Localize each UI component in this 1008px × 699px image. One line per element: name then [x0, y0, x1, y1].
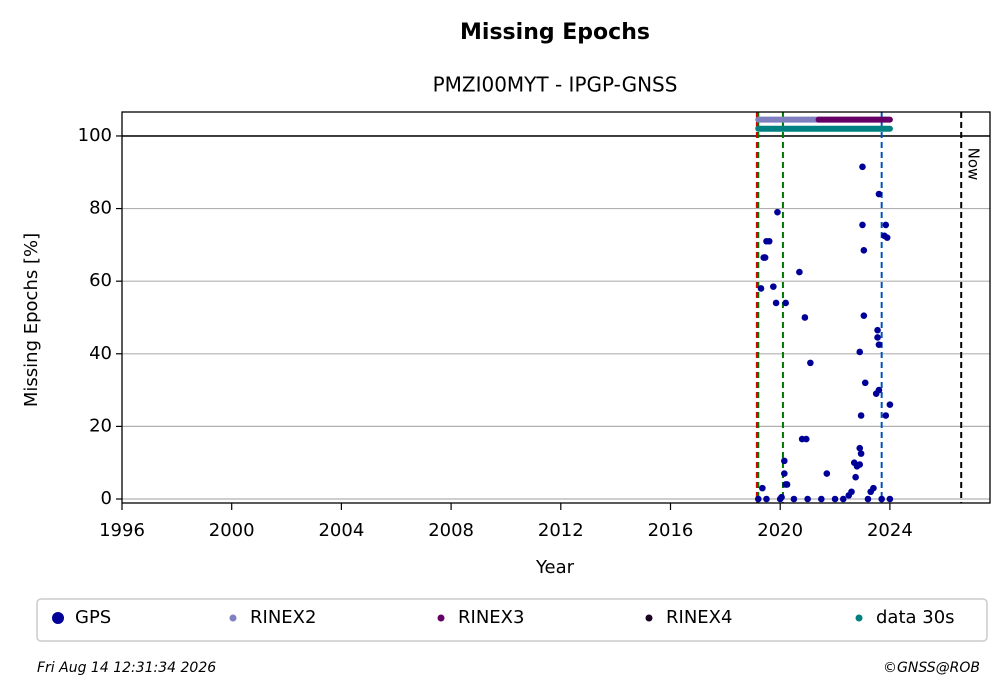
data-point [831, 495, 839, 503]
footer-copyright: ©GNSS@ROB [883, 660, 980, 676]
data-point [859, 163, 866, 171]
data-point [774, 208, 781, 216]
data-point [845, 492, 853, 499]
data-point [886, 495, 894, 503]
legend-marker [52, 612, 64, 624]
data-point [883, 234, 891, 241]
x-tick-label: 2008 [428, 520, 474, 541]
data-point [776, 495, 784, 503]
data-point [783, 481, 791, 488]
y-tick-label: 100 [78, 125, 112, 146]
data-point [807, 359, 814, 367]
data-point [801, 314, 809, 321]
data-point [867, 488, 875, 496]
x-tick-label: 2004 [318, 520, 364, 541]
data-point [802, 435, 810, 443]
data-point [860, 247, 868, 254]
y-axis-label: Missing Epochs [%] [21, 233, 42, 407]
x-tick-label: 2012 [538, 520, 584, 541]
data-point [770, 283, 777, 290]
x-tick-label: 1996 [99, 520, 145, 541]
data-point [882, 221, 890, 229]
y-tick-label: 80 [89, 198, 112, 219]
data-point [852, 473, 859, 481]
data-point [818, 495, 825, 503]
data-point [874, 326, 881, 334]
data-point [856, 348, 864, 356]
data-point [757, 285, 765, 292]
data-point [857, 450, 865, 457]
legend-label: RINEX4 [666, 607, 732, 628]
legend-box [36, 598, 988, 642]
data-point [875, 341, 883, 349]
data-point [759, 484, 766, 492]
legend-marker [229, 614, 237, 622]
legend-label: RINEX2 [250, 607, 316, 628]
x-tick-label: 2024 [867, 520, 913, 541]
x-axis-label: Year [535, 557, 575, 578]
x-tick-label: 2020 [757, 520, 803, 541]
y-tick-label: 40 [89, 343, 112, 364]
data-point [754, 495, 762, 503]
chart-subtitle: PMZI00MYT - IPGP-GNSS [433, 73, 678, 97]
data-point [781, 470, 788, 477]
data-point [782, 299, 789, 307]
chart-title: Missing Epochs [460, 20, 650, 45]
data-point [878, 495, 885, 503]
data-point [856, 444, 864, 452]
data-point [772, 299, 780, 307]
y-tick-label: 0 [101, 488, 112, 509]
data-point [864, 495, 872, 503]
legend-marker [437, 614, 445, 622]
data-point [781, 457, 788, 465]
data-point [859, 221, 866, 229]
data-point [765, 237, 773, 245]
data-point [763, 495, 770, 503]
legend-label: data 30s [876, 607, 955, 628]
data-point [861, 379, 869, 387]
x-tick-label: 2000 [209, 520, 255, 541]
data-point [860, 312, 868, 319]
data-point [823, 470, 831, 477]
legend-marker [855, 614, 863, 622]
y-tick-label: 60 [89, 270, 112, 291]
data-point [886, 401, 894, 408]
data-point [875, 190, 883, 198]
data-point [882, 412, 890, 419]
plot-frame [121, 111, 991, 504]
data-point [796, 268, 803, 276]
data-point [875, 386, 883, 394]
data-point [856, 461, 864, 468]
data-point [857, 412, 865, 419]
data-point [761, 254, 769, 261]
data-point [790, 495, 798, 503]
legend-label: RINEX3 [458, 607, 524, 628]
data-point [874, 334, 881, 341]
data-point [804, 495, 811, 503]
data-point [839, 495, 847, 503]
event-label: Now [965, 148, 983, 181]
legend-marker [645, 614, 653, 622]
x-tick-label: 2016 [648, 520, 694, 541]
y-tick-label: 20 [89, 415, 112, 436]
footer-date: Fri Aug 14 12:31:34 2026 [37, 660, 216, 676]
legend-label: GPS [75, 607, 111, 628]
